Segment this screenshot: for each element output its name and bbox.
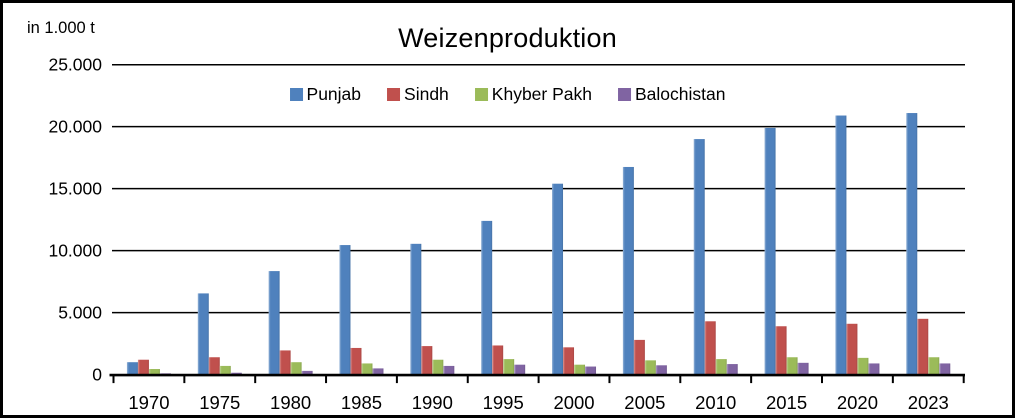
- x-tick-label-2023: 2023: [908, 392, 949, 413]
- bar-punjab-2015: [764, 127, 776, 375]
- bar-punjab-1990: [410, 243, 422, 375]
- bar-sindh-1990: [421, 346, 433, 375]
- legend-label: Balochistan: [634, 84, 726, 104]
- legend: Punjab Sindh Khyber Pakh Balochistan: [289, 84, 726, 105]
- bar-sindh-1970: [137, 359, 149, 375]
- legend-item-khyber-pakh: Khyber Pakh: [474, 84, 592, 105]
- bar-punjab-1975: [197, 293, 209, 375]
- legend-swatch-icon: [289, 88, 303, 101]
- y-tick-label: 10.000: [48, 241, 102, 261]
- bar-balochistan-1980: [301, 370, 313, 375]
- bar-sindh-1985: [350, 347, 362, 375]
- bar-balochistan-1985: [372, 368, 384, 375]
- bar-khyber-pakh-1975: [219, 365, 231, 375]
- bar-khyber-pakh-2015: [786, 357, 798, 375]
- x-tick-label-2020: 2020: [837, 392, 878, 413]
- legend-swatch-icon: [617, 88, 631, 101]
- bar-punjab-2000: [552, 183, 564, 375]
- y-tick-label: 0: [92, 365, 102, 385]
- y-tick-label: 5.000: [58, 303, 102, 323]
- bar-khyber-pakh-2023: [928, 357, 940, 375]
- bar-sindh-2023: [917, 318, 929, 375]
- x-tick-label-2005: 2005: [624, 392, 665, 413]
- legend-swatch-icon: [474, 88, 488, 101]
- bar-khyber-pakh-2010: [715, 359, 727, 375]
- bar-balochistan-2023: [939, 363, 951, 375]
- x-tick-label-1980: 1980: [270, 392, 311, 413]
- x-tick-label-2010: 2010: [695, 392, 736, 413]
- bar-khyber-pakh-1985: [361, 363, 373, 375]
- bar-sindh-1980: [279, 350, 291, 375]
- bar-khyber-pakh-2020: [857, 357, 869, 375]
- y-tick-label: 20.000: [48, 117, 102, 137]
- x-tick-label-2000: 2000: [553, 392, 594, 413]
- bar-balochistan-2005: [655, 365, 667, 375]
- x-tick-label-1990: 1990: [412, 392, 453, 413]
- bar-balochistan-2020: [868, 363, 880, 375]
- x-tick-label-1985: 1985: [341, 392, 382, 413]
- bar-punjab-1985: [339, 245, 351, 375]
- bar-balochistan-1995: [514, 364, 526, 375]
- bar-punjab-2023: [906, 113, 918, 375]
- bar-balochistan-2015: [797, 362, 809, 375]
- bar-khyber-pakh-1980: [290, 362, 302, 375]
- y-tick-label: 25.000: [48, 55, 102, 75]
- bar-punjab-2005: [622, 166, 634, 375]
- x-tick-label-2015: 2015: [766, 392, 807, 413]
- legend-swatch-icon: [387, 88, 401, 101]
- bar-balochistan-2010: [726, 364, 738, 375]
- bar-sindh-2000: [563, 347, 575, 375]
- bar-punjab-1980: [268, 271, 280, 375]
- legend-label: Punjab: [306, 84, 362, 104]
- bar-punjab-2020: [835, 115, 847, 375]
- legend-label: Sindh: [404, 84, 449, 104]
- bar-sindh-1995: [492, 345, 504, 375]
- bar-khyber-pakh-1995: [503, 359, 515, 375]
- bar-sindh-2015: [775, 326, 787, 375]
- legend-item-balochistan: Balochistan: [617, 84, 726, 105]
- bar-balochistan-1990: [443, 365, 455, 375]
- bar-khyber-pakh-2000: [574, 364, 586, 375]
- bar-punjab-1995: [481, 220, 493, 375]
- bar-sindh-1975: [208, 357, 220, 375]
- bar-balochistan-2000: [585, 366, 597, 375]
- bar-punjab-1970: [126, 362, 138, 375]
- x-tick-label-1975: 1975: [199, 392, 240, 413]
- bar-sindh-2020: [846, 323, 858, 375]
- chart-title: Weizenproduktion: [398, 23, 617, 53]
- bar-khyber-pakh-1990: [432, 359, 444, 375]
- legend-label: Khyber Pakh: [491, 84, 592, 104]
- legend-item-punjab: Punjab: [289, 84, 362, 105]
- bar-balochistan-1975: [230, 372, 242, 375]
- x-tick-label-1970: 1970: [128, 392, 169, 413]
- bar-khyber-pakh-1970: [148, 369, 160, 375]
- y-axis-unit-label: in 1.000 t: [27, 19, 95, 37]
- x-tick-label-1995: 1995: [483, 392, 524, 413]
- y-tick-label: 15.000: [48, 179, 102, 199]
- bar-punjab-2010: [693, 139, 705, 375]
- bar-sindh-2005: [633, 339, 645, 375]
- bar-chart-plot: 0 5.000 10.000 15.000 20.000 25.000 1970 1975 19…: [48, 55, 965, 413]
- bar-khyber-pakh-2005: [644, 360, 656, 375]
- legend-item-sindh: Sindh: [387, 84, 449, 105]
- bar-sindh-2010: [704, 321, 716, 375]
